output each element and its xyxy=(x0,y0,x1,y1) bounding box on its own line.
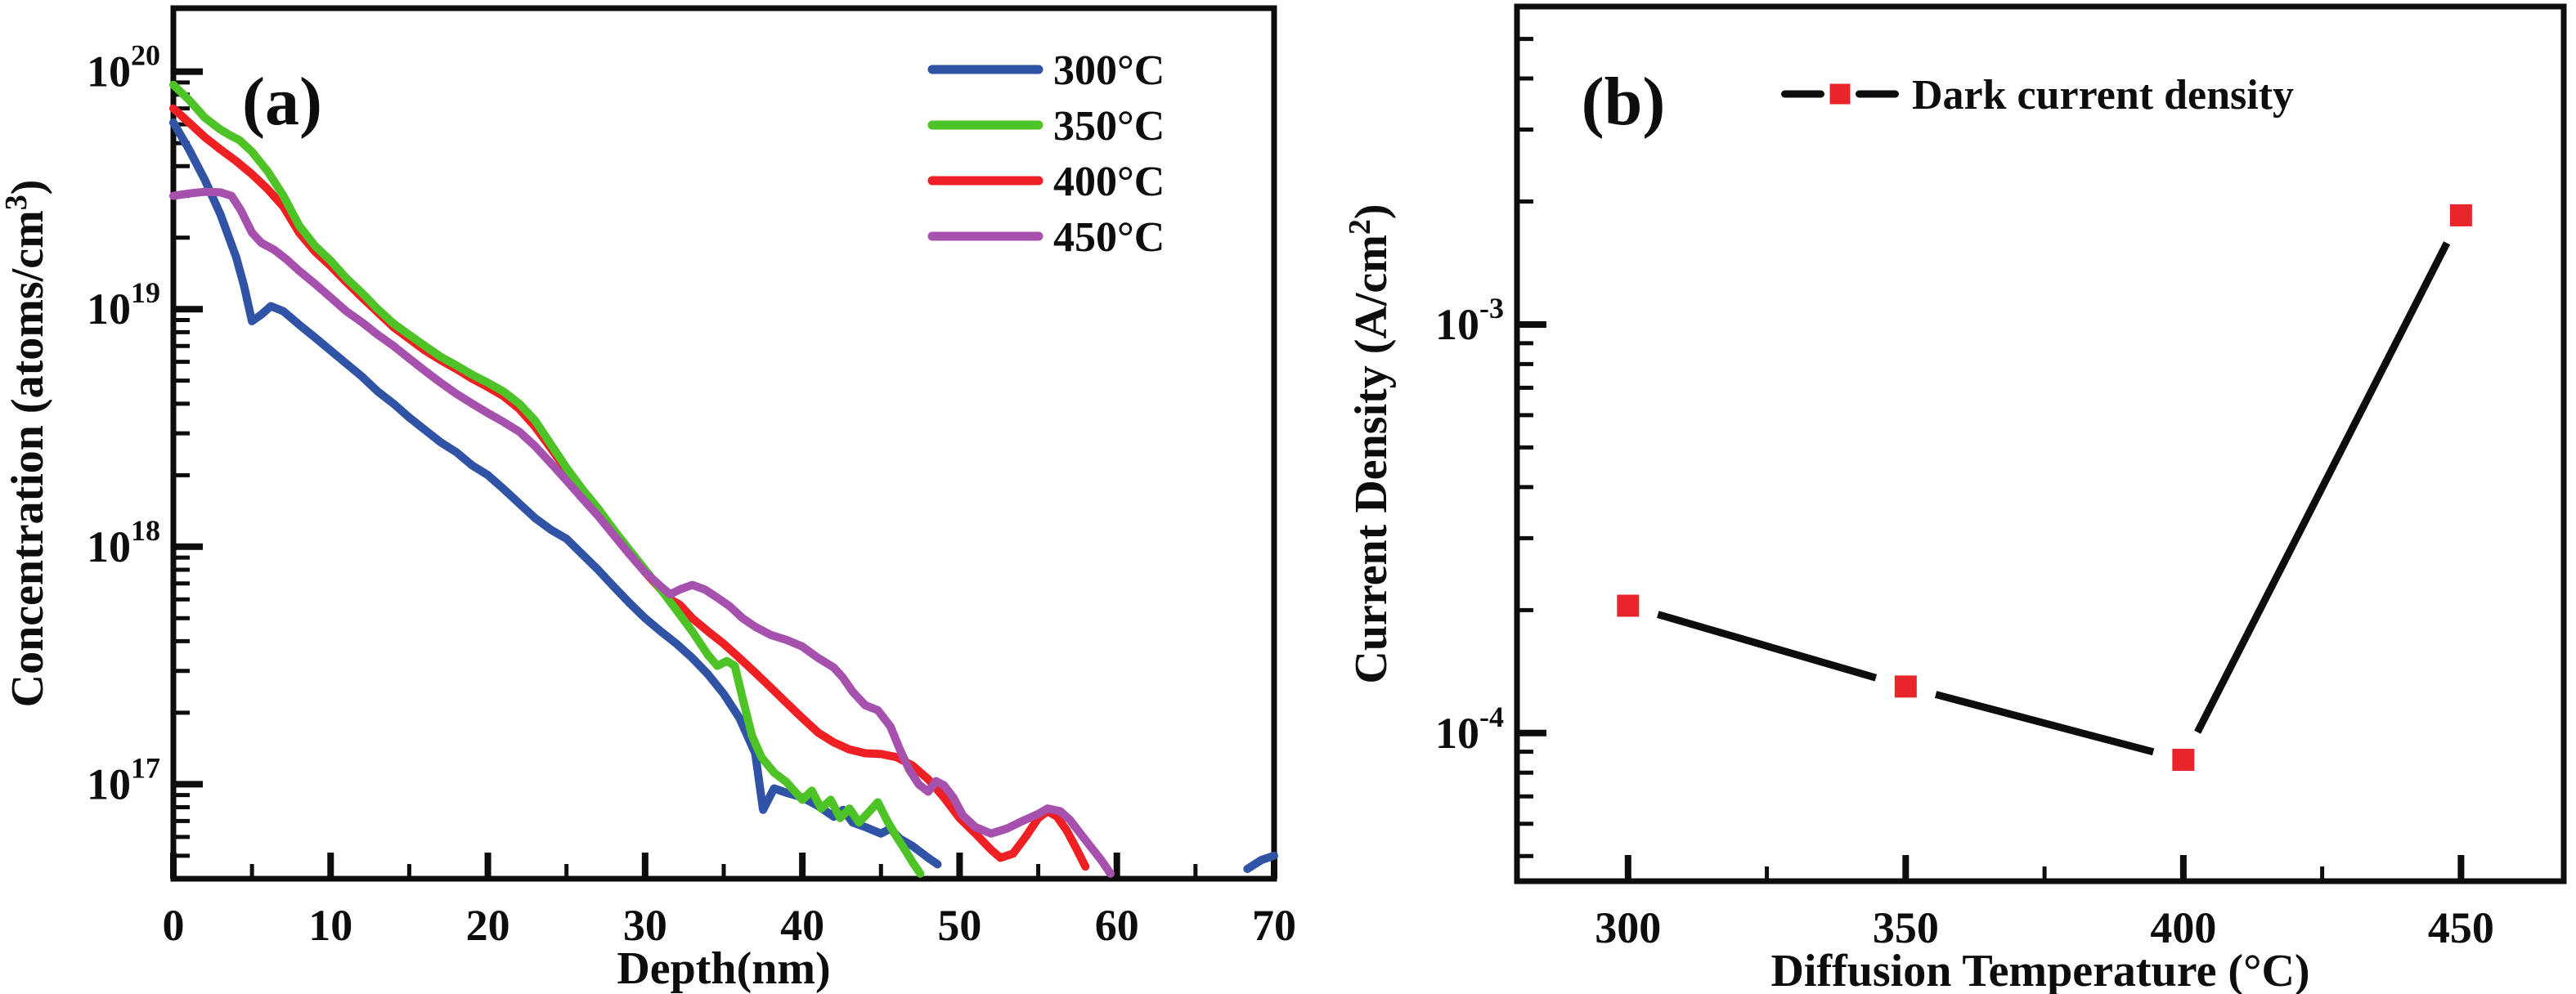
chart-b-data-point-marker-350 xyxy=(1894,675,1917,698)
chart-b-data-point-marker-400 xyxy=(2172,749,2195,772)
chart-a-series-450C xyxy=(169,187,1115,878)
chart-a-y-tick-label: 1020 xyxy=(87,39,160,96)
chart-b-y-tick-label: 10-4 xyxy=(1435,701,1504,758)
chart-a-legend-label-3: 450°C xyxy=(1053,214,1165,261)
chart-b-x-tick-label: 350 xyxy=(1873,903,1939,952)
chart-b-panel-label: (b) xyxy=(1582,64,1666,140)
chart-b-x-tick-label: 400 xyxy=(2150,903,2216,952)
chart-a-series-300C xyxy=(169,119,942,869)
chart-b-data-point-marker-300 xyxy=(1617,594,1640,617)
chart-a-panel-label: (a) xyxy=(242,64,322,140)
chart-b-series-line-segment xyxy=(1657,611,1878,682)
chart-b-y-tick-label: 10-3 xyxy=(1435,292,1504,349)
chart-a-y-tick-label: 1018 xyxy=(87,514,160,571)
chart-a-x-tick-label: 50 xyxy=(937,901,981,950)
chart-b-x-tick-label: 450 xyxy=(2428,903,2494,952)
chart-a-x-tick-label: 20 xyxy=(466,901,510,950)
chart-a-y-axis-title: Concentration (atoms/cm3) xyxy=(0,180,53,708)
chart-a-x-tick-label: 70 xyxy=(1252,901,1296,950)
chart-a-y-tick-label: 1017 xyxy=(87,751,160,808)
chart-b-y-axis-title: Current Density (A/cm2) xyxy=(1343,204,1397,683)
chart-a-x-tick-label: 60 xyxy=(1095,901,1139,950)
chart-b: 300 350 400 450 10-4 10-3 (b) Diffusion Tempera… xyxy=(1343,3,2567,994)
chart-b-plot-frame xyxy=(1514,3,2567,884)
chart-a-legend-label-0: 300°C xyxy=(1053,47,1165,94)
chart-b-legend-label: Dark current density xyxy=(1912,72,2294,119)
chart-b-x-axis-title: Diffusion Temperature (°C) xyxy=(1770,946,2309,994)
chart-a-series-350C xyxy=(169,80,925,878)
chart-a-legend-label-2: 400°C xyxy=(1053,159,1165,205)
chart-b-series-line-segment xyxy=(2194,241,2451,734)
chart-a-series-300C xyxy=(1243,851,1278,873)
chart-a-series-400C xyxy=(169,104,1090,871)
chart-a: 0 10 20 30 40 50 60 701017101810191020(a)Depth(… xyxy=(0,5,1296,994)
chart-a-y-tick-label: 1019 xyxy=(87,276,160,334)
chart-b-series-line-segment xyxy=(1934,691,2155,756)
chart-b-legend-marker xyxy=(1829,83,1851,105)
chart-b-x-tick-label: 300 xyxy=(1595,903,1661,952)
chart-a-legend-label-1: 350°C xyxy=(1053,103,1165,150)
chart-a-x-tick-label: 10 xyxy=(308,901,352,950)
chart-a-x-tick-label: 40 xyxy=(780,901,824,950)
chart-a-x-tick-label: 0 xyxy=(163,901,185,950)
chart-b-data-point-marker-450 xyxy=(2449,204,2472,226)
chart-a-x-axis-title: Depth(nm) xyxy=(617,943,830,994)
chart-a-x-tick-label: 30 xyxy=(623,901,667,950)
